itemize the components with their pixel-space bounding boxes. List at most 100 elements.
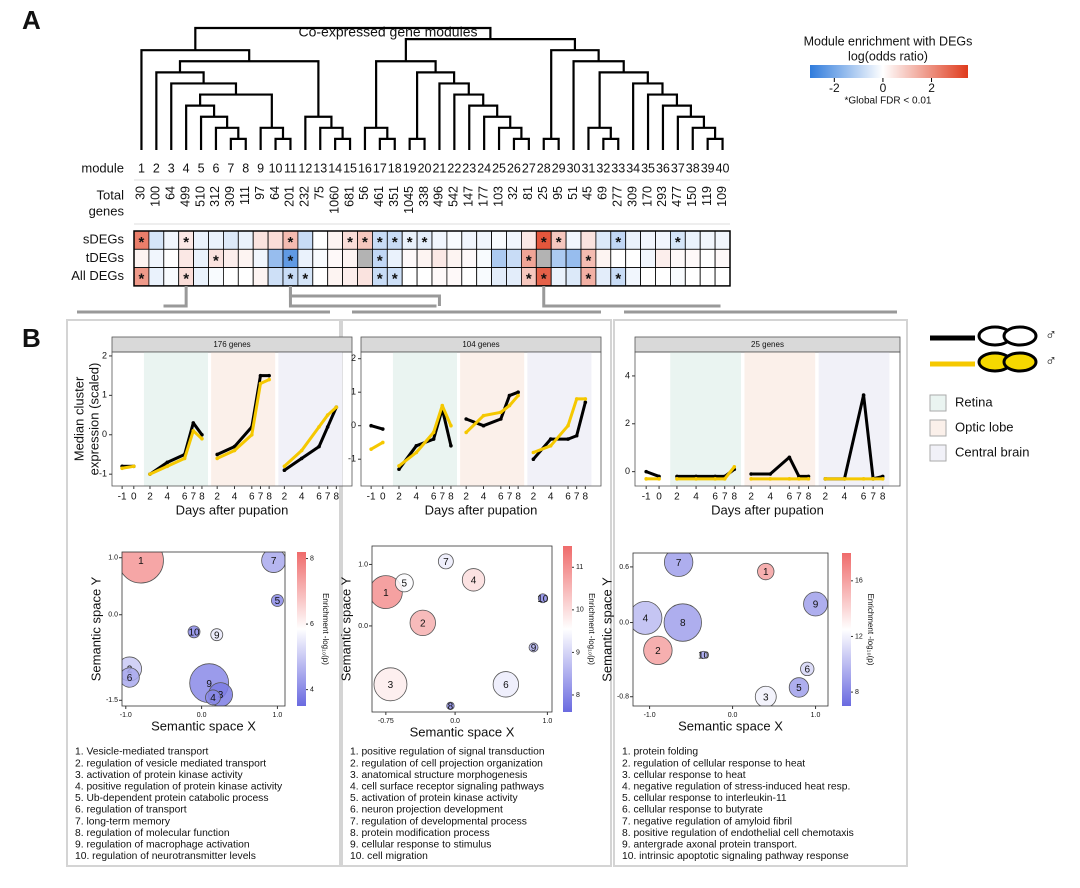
- expression-point: [516, 393, 520, 398]
- y-tick-label: 0: [351, 420, 356, 430]
- heatmap-cell: [476, 267, 493, 287]
- go-term: 9. antergrade axonal protein transport.: [622, 840, 797, 851]
- significance-star: *: [183, 234, 189, 251]
- significance-star: *: [422, 234, 428, 251]
- color-tick-label: 12: [855, 633, 863, 640]
- x-tick-label: 2: [531, 492, 537, 503]
- expression-point: [148, 472, 152, 476]
- expression-line: [370, 424, 384, 431]
- dendrogram-branch: [304, 115, 333, 150]
- y-tick-label: 4: [625, 370, 630, 380]
- color-tick-label: 2: [928, 81, 935, 95]
- significance-star: *: [586, 271, 592, 288]
- module-number: 14: [328, 161, 342, 175]
- significance-star: *: [377, 271, 383, 288]
- y-tick-label: 1: [351, 387, 356, 397]
- tissue-label: Central brain: [955, 444, 1029, 459]
- bubble: [537, 593, 548, 604]
- y-tick-label: 1: [102, 390, 107, 400]
- significance-star: *: [139, 271, 145, 288]
- significance-star: *: [347, 234, 353, 251]
- heatmap-cell: [431, 248, 448, 269]
- gene-count: 111: [238, 186, 252, 205]
- heatmap-cell: [208, 267, 224, 287]
- x-tick-label: 7: [722, 492, 728, 503]
- heatmap-cell: [506, 248, 522, 269]
- expression-point: [182, 456, 187, 461]
- panel-box: [66, 319, 341, 867]
- heatmap-cell: [625, 248, 642, 269]
- heatmap-cell: [193, 230, 209, 250]
- module-number: 40: [716, 161, 730, 175]
- heatmap-cell: [714, 230, 731, 250]
- gene-count: 1045: [402, 186, 416, 214]
- significance-star: *: [362, 234, 368, 251]
- go-term: 7. long-term memory: [75, 816, 171, 827]
- module-number: 25: [492, 161, 506, 175]
- bubble-label: 8: [448, 701, 454, 712]
- heatmap-cell: [386, 248, 403, 269]
- gene-count: 103: [491, 186, 505, 207]
- module-number: 26: [507, 161, 521, 175]
- bubble: [187, 625, 201, 639]
- module-number: 17: [373, 161, 387, 175]
- dendrogram-branch: [706, 137, 724, 150]
- plot-frame: [360, 351, 602, 487]
- facet-title: 25 genes: [751, 340, 784, 349]
- significance-star: *: [377, 252, 383, 269]
- dendrogram-branch: [483, 115, 512, 150]
- x-tick-label: 0.0: [197, 712, 207, 719]
- expression-point: [250, 432, 254, 437]
- expression-point: [871, 477, 875, 481]
- expression-point: [191, 421, 196, 425]
- color-tick-label: 8: [855, 689, 859, 696]
- heatmap-cell: [461, 248, 478, 269]
- heatmap-cell: [640, 248, 656, 269]
- bubble: [205, 689, 221, 706]
- y-tick-label: 2: [351, 353, 356, 363]
- heatmap-cell: [446, 230, 463, 250]
- color-bar: [810, 65, 968, 78]
- heatmap-cell: [357, 248, 373, 269]
- bubble: [437, 553, 454, 570]
- bubble: [492, 671, 519, 698]
- tissue-band: [670, 352, 741, 486]
- color-tick-label: 6: [310, 621, 314, 628]
- heatmap-cell: [506, 230, 522, 250]
- tissue-band: [818, 352, 890, 486]
- heatmap-border: [133, 230, 731, 287]
- go-term: 8. positive regulation of endothelial ce…: [622, 828, 854, 839]
- dendrogram-branch: [453, 93, 485, 150]
- bubble: [394, 573, 414, 593]
- y-tick-label: -1: [99, 469, 107, 479]
- connector: [77, 286, 330, 314]
- go-term: 3. anatomical structure morphogenesis: [350, 770, 527, 781]
- bubble-label: 7: [676, 558, 682, 569]
- significance-star: *: [407, 234, 413, 251]
- butterfly-wing: [1002, 351, 1038, 373]
- go-term: 7. regulation of developmental process: [350, 816, 527, 827]
- heatmap-cell: [595, 248, 612, 269]
- legend-subtitle: log(odds ratio): [848, 49, 928, 63]
- x-tick-label: 8: [448, 492, 454, 503]
- expression-point: [431, 430, 436, 435]
- significance-star: *: [377, 234, 383, 251]
- plot-frame: [121, 551, 286, 707]
- y-axis-label: Semantic space Y: [338, 576, 353, 681]
- expression-point: [548, 444, 553, 448]
- module-number: 30: [567, 161, 581, 175]
- x-tick-label: 8: [732, 492, 738, 503]
- expression-point: [397, 467, 401, 472]
- bubble-label: 10: [537, 594, 549, 605]
- module-number: 31: [581, 161, 595, 175]
- color-tick-label: 11: [576, 564, 583, 571]
- gene-count: 277: [611, 186, 625, 207]
- go-term: 9. regulation of macrophage activation: [75, 840, 250, 851]
- x-tick-label: 2: [748, 492, 754, 503]
- heatmap-cell: [178, 248, 194, 269]
- significance-star: *: [288, 252, 294, 269]
- row-label: genes: [89, 203, 125, 218]
- gene-count: 232: [298, 186, 312, 207]
- expression-point: [861, 393, 866, 397]
- x-tick-label: 6: [182, 492, 188, 503]
